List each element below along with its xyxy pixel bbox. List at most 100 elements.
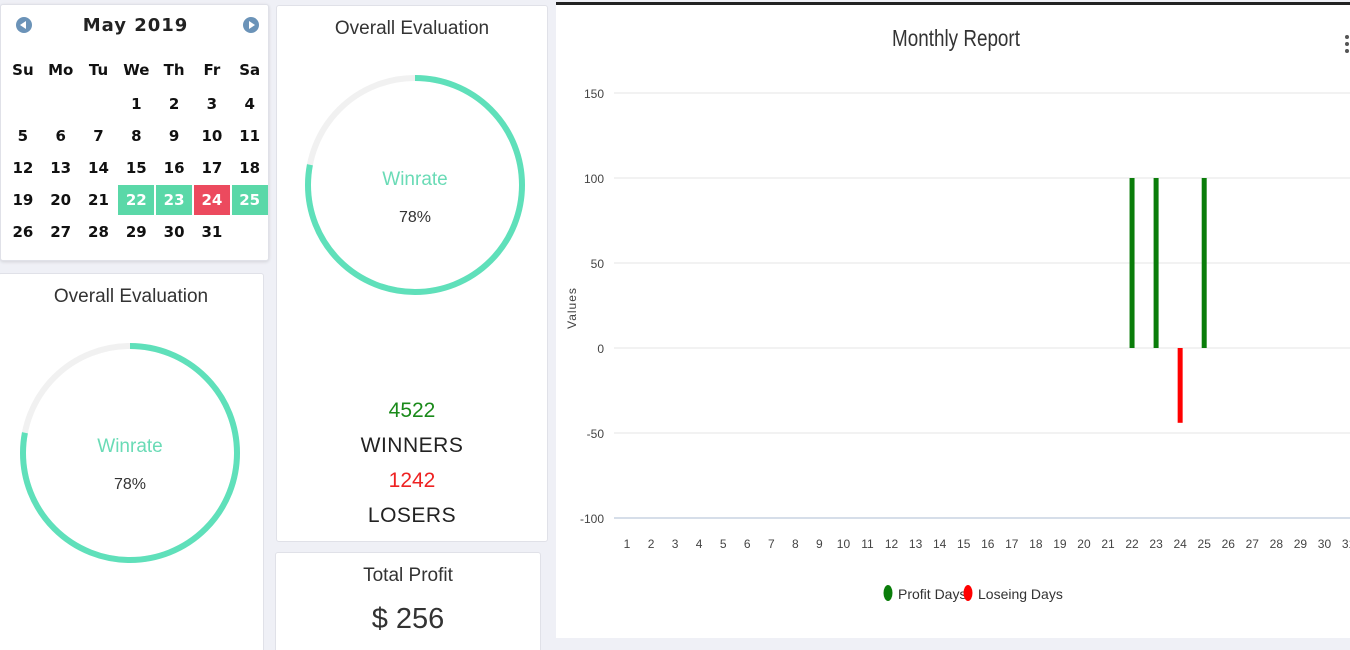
chart-bar xyxy=(1201,178,1207,348)
x-tick-label: 3 xyxy=(672,537,679,551)
x-tick-label: 2 xyxy=(648,537,655,551)
x-tick-label: 9 xyxy=(816,537,823,551)
calendar-day[interactable]: 3 xyxy=(206,95,218,113)
winrate-value: 78% xyxy=(113,476,147,493)
calendar-day[interactable]: 1 xyxy=(131,95,142,113)
card-title: Overall Evaluation xyxy=(53,286,209,307)
chart-menu-icon[interactable] xyxy=(1345,35,1350,55)
x-tick-label: 4 xyxy=(696,537,703,551)
calendar-day[interactable]: 31 xyxy=(201,223,223,241)
calendar-day[interactable]: 5 xyxy=(17,127,29,145)
x-tick-label: 1 xyxy=(624,537,631,551)
weekday-label: Fr xyxy=(203,61,221,79)
week-row: 12 13 14 15 16 17 18 xyxy=(4,153,269,185)
calendar-day[interactable]: 11 xyxy=(239,127,261,145)
calendar-day[interactable]: 17 xyxy=(201,159,223,177)
card-title: Total Profit xyxy=(363,565,453,586)
x-tick-label: 20 xyxy=(1077,537,1091,551)
winrate-ring: Winrate 78% xyxy=(19,342,241,564)
calendar-day[interactable]: 27 xyxy=(50,223,72,241)
x-tick-label: 14 xyxy=(933,537,947,551)
calendar-day[interactable]: 16 xyxy=(163,159,185,177)
week-row: 19 20 21 22 23 24 25 xyxy=(4,185,269,217)
y-tick-label: 150 xyxy=(584,87,604,101)
week-row: 5 6 7 8 9 10 11 xyxy=(4,121,269,153)
calendar-day[interactable]: 9 xyxy=(168,127,180,145)
calendar-day[interactable]: 20 xyxy=(50,191,72,209)
winners-label: WINNERS xyxy=(360,434,464,457)
calendar-day[interactable]: 7 xyxy=(93,127,104,145)
x-tick-label: 10 xyxy=(837,537,851,551)
calendar-day[interactable]: 25 xyxy=(231,185,268,215)
weekday-label: Mo xyxy=(48,61,74,79)
y-tick-label: 100 xyxy=(584,172,604,186)
weekday-label: We xyxy=(123,61,150,79)
calendar-day[interactable]: 26 xyxy=(12,223,34,241)
winners-count: 4522 xyxy=(388,399,436,422)
calendar-day[interactable]: 21 xyxy=(88,191,109,209)
calendar-day[interactable]: 22 xyxy=(118,185,155,215)
x-tick-label: 11 xyxy=(861,537,874,551)
calendar-day[interactable]: 18 xyxy=(239,159,261,177)
calendar-day[interactable]: 14 xyxy=(88,159,109,177)
calendar-day[interactable]: 30 xyxy=(163,223,185,241)
x-tick-label: 25 xyxy=(1198,537,1212,551)
calendar-day[interactable]: 23 xyxy=(156,185,192,215)
calendar-day[interactable]: 19 xyxy=(12,191,34,209)
calendar-day[interactable]: 4 xyxy=(244,95,255,113)
calendar-empty-cell xyxy=(4,89,42,119)
calendar-day[interactable]: 29 xyxy=(125,223,147,241)
calendar-day[interactable]: 15 xyxy=(125,159,147,177)
calendar-day[interactable]: 12 xyxy=(12,159,34,177)
calendar-grid: Su Mo Tu We Th Fr Sa 1 2 3 4 5 6 7 8 9 10 11 12 13 14 15 16 17 1… xyxy=(4,55,269,249)
weekday-label: Th xyxy=(163,61,185,79)
week-row: 1 2 3 4 xyxy=(4,89,269,121)
x-tick-label: 16 xyxy=(981,537,995,551)
overall-evaluation-card: Overall Evaluation Winrate 78% xyxy=(0,273,264,650)
legend-label: Profit Days xyxy=(898,586,966,602)
x-tick-label: 31 xyxy=(1342,537,1350,551)
x-tick-label: 24 xyxy=(1173,537,1187,551)
chart-bar xyxy=(1177,348,1183,423)
calendar-day[interactable]: 13 xyxy=(50,159,72,177)
calendar-day[interactable]: 24 xyxy=(193,185,230,215)
calendar-empty-cell xyxy=(80,89,118,119)
x-tick-label: 5 xyxy=(720,537,727,551)
y-axis-label: Values xyxy=(565,287,579,329)
calendar-day[interactable]: 6 xyxy=(55,127,66,145)
chart-title: Monthly Report xyxy=(892,25,1020,51)
y-tick-label: -50 xyxy=(587,427,605,441)
x-tick-label: 18 xyxy=(1029,537,1043,551)
calendar-day[interactable]: 2 xyxy=(168,95,180,113)
x-tick-label: 28 xyxy=(1270,537,1284,551)
x-tick-label: 6 xyxy=(744,537,751,551)
x-tick-label: 30 xyxy=(1318,537,1332,551)
calendar-day[interactable]: 10 xyxy=(201,127,223,145)
calendar-empty-cell xyxy=(231,217,269,247)
legend-label: Loseing Days xyxy=(978,586,1063,602)
monthly-report-chart: Monthly Report 150 100 50 0 -50 -100 Values 1 2 3… xyxy=(556,2,1350,638)
x-tick-label: 22 xyxy=(1125,537,1139,551)
calendar-day[interactable]: 28 xyxy=(88,223,109,241)
calendar-day[interactable]: 8 xyxy=(131,127,142,145)
x-tick-label: 27 xyxy=(1246,537,1260,551)
legend-marker xyxy=(963,585,973,601)
card-title: Overall Evaluation xyxy=(334,18,490,39)
x-tick-label: 29 xyxy=(1294,537,1308,551)
previous-month-icon[interactable] xyxy=(16,17,32,33)
x-tick-label: 12 xyxy=(885,537,899,551)
weekday-label: Tu xyxy=(88,61,109,79)
weekday-label: Su xyxy=(12,61,34,79)
chart-bar xyxy=(1153,178,1159,348)
x-tick-label: 17 xyxy=(1005,537,1019,551)
x-tick-label: 8 xyxy=(792,537,799,551)
calendar-widget: May 2019 Su Mo Tu We Th Fr Sa 1 2 3 4 5 6 7 8 9 10 11 12 13… xyxy=(0,4,269,261)
total-profit-card: Total Profit $ 256 xyxy=(275,552,541,650)
total-profit-value: $ 256 xyxy=(371,603,445,635)
week-row: 26 27 28 29 30 31 xyxy=(4,217,269,249)
calendar-empty-cell xyxy=(42,89,80,119)
chart-bar xyxy=(1129,178,1135,348)
next-month-icon[interactable] xyxy=(243,17,259,33)
x-tick-label: 15 xyxy=(957,537,971,551)
